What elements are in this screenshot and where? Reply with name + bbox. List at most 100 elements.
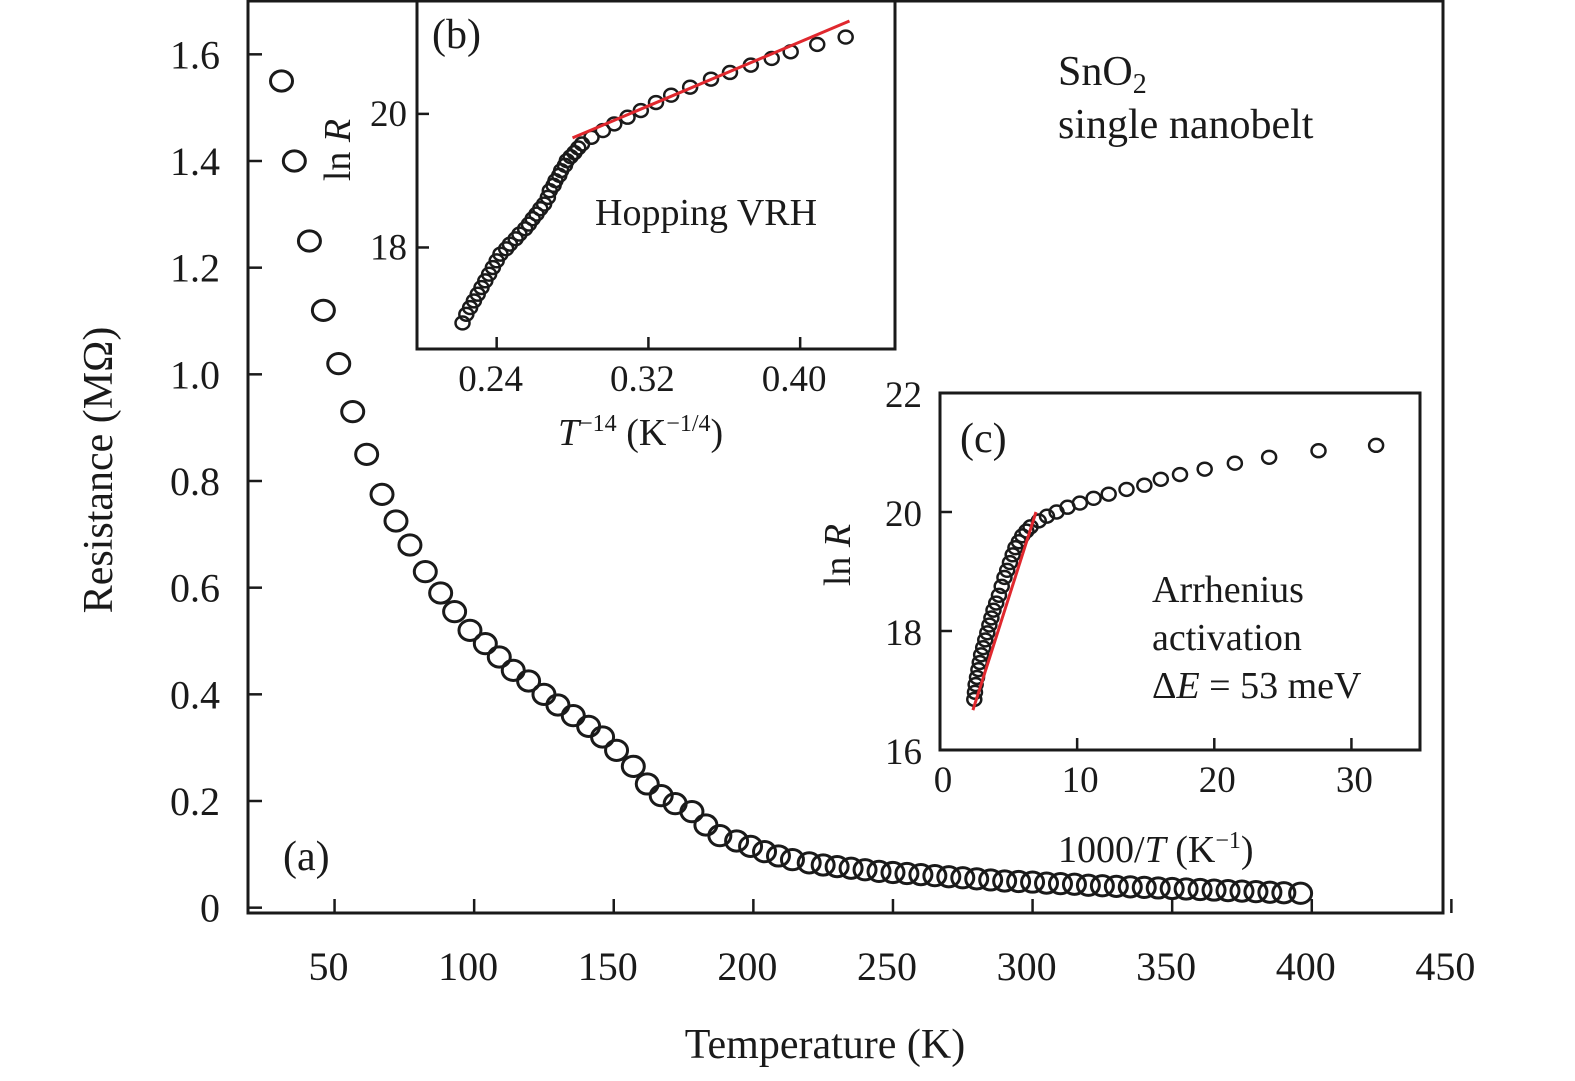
data-point — [707, 824, 733, 848]
inset-b: 0.24 0.32 0.40 18 20 (b) Hopping VRH T−14 (K… — [317, 0, 897, 454]
data-point — [977, 632, 994, 648]
data-point — [681, 79, 699, 95]
x-tick-label: 20 — [1199, 760, 1236, 801]
data-point — [369, 482, 395, 506]
data-point — [1367, 437, 1385, 454]
x-tick-label: 150 — [578, 944, 638, 989]
y-tick-label: 18 — [885, 613, 922, 654]
data-point — [281, 149, 307, 173]
x-tick-label: 50 — [309, 944, 349, 989]
y-tick-label: 0.8 — [170, 459, 220, 504]
data-point — [662, 87, 680, 103]
data-point — [837, 29, 854, 45]
inset-c-x-label-part: −1 — [1215, 828, 1241, 854]
data-point — [428, 581, 454, 605]
data-point — [397, 533, 423, 557]
data-point — [1310, 443, 1327, 459]
y-tick-label: 0 — [200, 886, 220, 931]
inset-b-x-label: T−14 (K−1/4) — [558, 411, 723, 454]
inset-c-annotation-part: E — [1175, 665, 1199, 707]
data-point — [1006, 869, 1032, 894]
data-point — [978, 868, 1004, 892]
data-point — [1271, 881, 1297, 905]
inset-c-y-label: ln R — [817, 524, 859, 586]
y-tick-label: 1.4 — [170, 139, 220, 184]
data-point — [990, 587, 1008, 603]
inset-c-fit-line — [971, 511, 1038, 711]
data-point — [992, 869, 1018, 893]
sample-annotation-line2: single nanobelt — [1058, 102, 1314, 148]
inset-c-x-label-part: 1000/ — [1058, 829, 1145, 871]
data-point — [648, 784, 674, 808]
inset-b-x-label-part: −14 — [579, 411, 617, 437]
data-point — [1131, 875, 1157, 900]
data-point — [894, 861, 920, 886]
data-point — [1085, 490, 1102, 507]
data-point — [1089, 874, 1115, 898]
data-point — [1075, 873, 1101, 897]
x-tick-label: 250 — [857, 944, 917, 989]
data-point — [604, 738, 630, 762]
data-point — [516, 669, 542, 693]
x-tick-label: 30 — [1336, 760, 1373, 801]
inset-b-y-label-part: ln — [317, 142, 359, 181]
x-tick-label: 0 — [934, 760, 953, 801]
inset-b-x-label-part: ) — [711, 412, 724, 454]
panel-label-b: (b) — [432, 12, 481, 58]
x-tick-label: 350 — [1136, 944, 1196, 989]
y-axis-label: Resistance (MΩ) — [76, 327, 122, 614]
data-point — [1215, 878, 1241, 903]
y-tick-label: 1.2 — [170, 246, 220, 291]
inset-c-y-label-part: R — [817, 524, 859, 548]
data-point — [310, 298, 336, 322]
data-point — [634, 772, 660, 796]
inset-c-x-label-part: ) — [1241, 829, 1254, 871]
y-tick-label: 16 — [885, 732, 922, 773]
data-point — [1173, 877, 1199, 901]
data-point — [412, 560, 438, 584]
data-point — [752, 840, 778, 864]
x-tick-label: 100 — [438, 944, 498, 989]
data-point — [269, 69, 295, 93]
data-point — [590, 725, 616, 749]
data-point — [1260, 449, 1278, 465]
data-point — [472, 632, 498, 656]
data-point — [796, 851, 822, 875]
data-point — [996, 569, 1013, 586]
data-point — [340, 400, 366, 424]
data-point — [486, 645, 512, 669]
x-tick-label: 10 — [1062, 760, 1099, 801]
data-point — [1004, 547, 1021, 563]
inset-b-x-label-part: −1/4 — [666, 411, 710, 437]
data-point — [993, 578, 1010, 595]
data-point — [981, 617, 998, 633]
data-point — [998, 562, 1016, 578]
data-point — [922, 864, 948, 888]
inset-b-x-label-part: T — [558, 412, 582, 454]
data-point — [647, 94, 665, 111]
data-point — [964, 867, 990, 891]
data-point — [852, 858, 878, 882]
data-point — [1061, 872, 1087, 896]
inset-b-annotation: Hopping VRH — [595, 192, 817, 234]
sample-formula-subscript: 2 — [1133, 69, 1147, 100]
y-tick-label: 1.0 — [170, 352, 220, 397]
data-point — [838, 856, 864, 880]
data-point — [985, 602, 1002, 618]
inset-c-x-label-part: (K — [1166, 829, 1216, 871]
inset-c-x-label-part: T — [1145, 829, 1169, 871]
data-point — [824, 854, 850, 879]
data-point — [383, 509, 409, 533]
data-point — [779, 848, 805, 872]
data-point — [1020, 870, 1046, 894]
data-point — [1145, 876, 1171, 900]
data-point — [880, 860, 906, 885]
data-point — [1171, 466, 1189, 483]
x-tick-label: 200 — [717, 944, 777, 989]
data-point — [1047, 872, 1073, 896]
data-point — [1196, 461, 1213, 477]
data-point — [1034, 871, 1060, 895]
x-axis-label: Temperature (K) — [685, 1022, 965, 1068]
y-tick-label: 18 — [370, 227, 407, 268]
data-point — [1288, 881, 1314, 905]
